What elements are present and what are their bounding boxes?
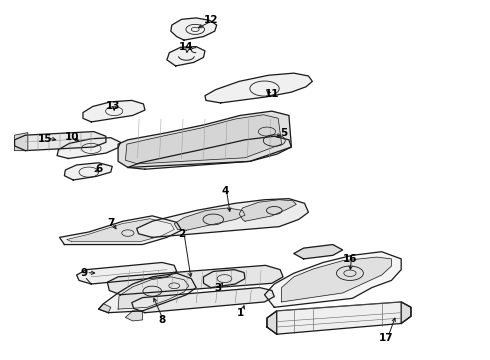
Polygon shape [76, 262, 177, 284]
Polygon shape [203, 270, 245, 288]
Text: 4: 4 [222, 186, 229, 196]
Polygon shape [282, 257, 392, 302]
Polygon shape [118, 277, 189, 309]
Polygon shape [15, 133, 28, 150]
Polygon shape [132, 288, 274, 313]
Text: 8: 8 [158, 315, 166, 325]
Text: 2: 2 [178, 229, 185, 239]
Polygon shape [174, 208, 245, 230]
Polygon shape [265, 252, 401, 307]
Polygon shape [137, 199, 308, 237]
Polygon shape [118, 111, 292, 167]
Polygon shape [67, 219, 174, 242]
Polygon shape [167, 46, 205, 66]
Polygon shape [267, 302, 411, 334]
Text: 3: 3 [215, 283, 222, 293]
Polygon shape [59, 216, 182, 244]
Polygon shape [57, 138, 121, 158]
Polygon shape [98, 304, 111, 313]
Text: 16: 16 [343, 254, 357, 264]
Polygon shape [15, 132, 106, 150]
Polygon shape [125, 115, 282, 164]
Text: 12: 12 [203, 15, 218, 26]
Text: 17: 17 [379, 333, 394, 343]
Text: 13: 13 [106, 102, 121, 112]
Polygon shape [267, 311, 277, 334]
Text: 11: 11 [265, 89, 279, 99]
Text: 10: 10 [65, 132, 79, 142]
Polygon shape [83, 100, 145, 122]
Polygon shape [64, 163, 112, 180]
Polygon shape [294, 244, 343, 259]
Polygon shape [239, 200, 296, 221]
Text: 1: 1 [237, 308, 244, 318]
Text: 15: 15 [38, 134, 52, 144]
Polygon shape [107, 265, 283, 295]
Text: 9: 9 [80, 268, 88, 278]
Polygon shape [125, 311, 143, 321]
Polygon shape [98, 273, 196, 313]
Text: 5: 5 [280, 129, 288, 138]
Text: 7: 7 [107, 218, 115, 228]
Polygon shape [171, 18, 217, 40]
Text: 14: 14 [179, 42, 194, 52]
Polygon shape [128, 136, 292, 169]
Polygon shape [401, 302, 411, 323]
Polygon shape [205, 73, 312, 103]
Text: 6: 6 [95, 164, 102, 174]
